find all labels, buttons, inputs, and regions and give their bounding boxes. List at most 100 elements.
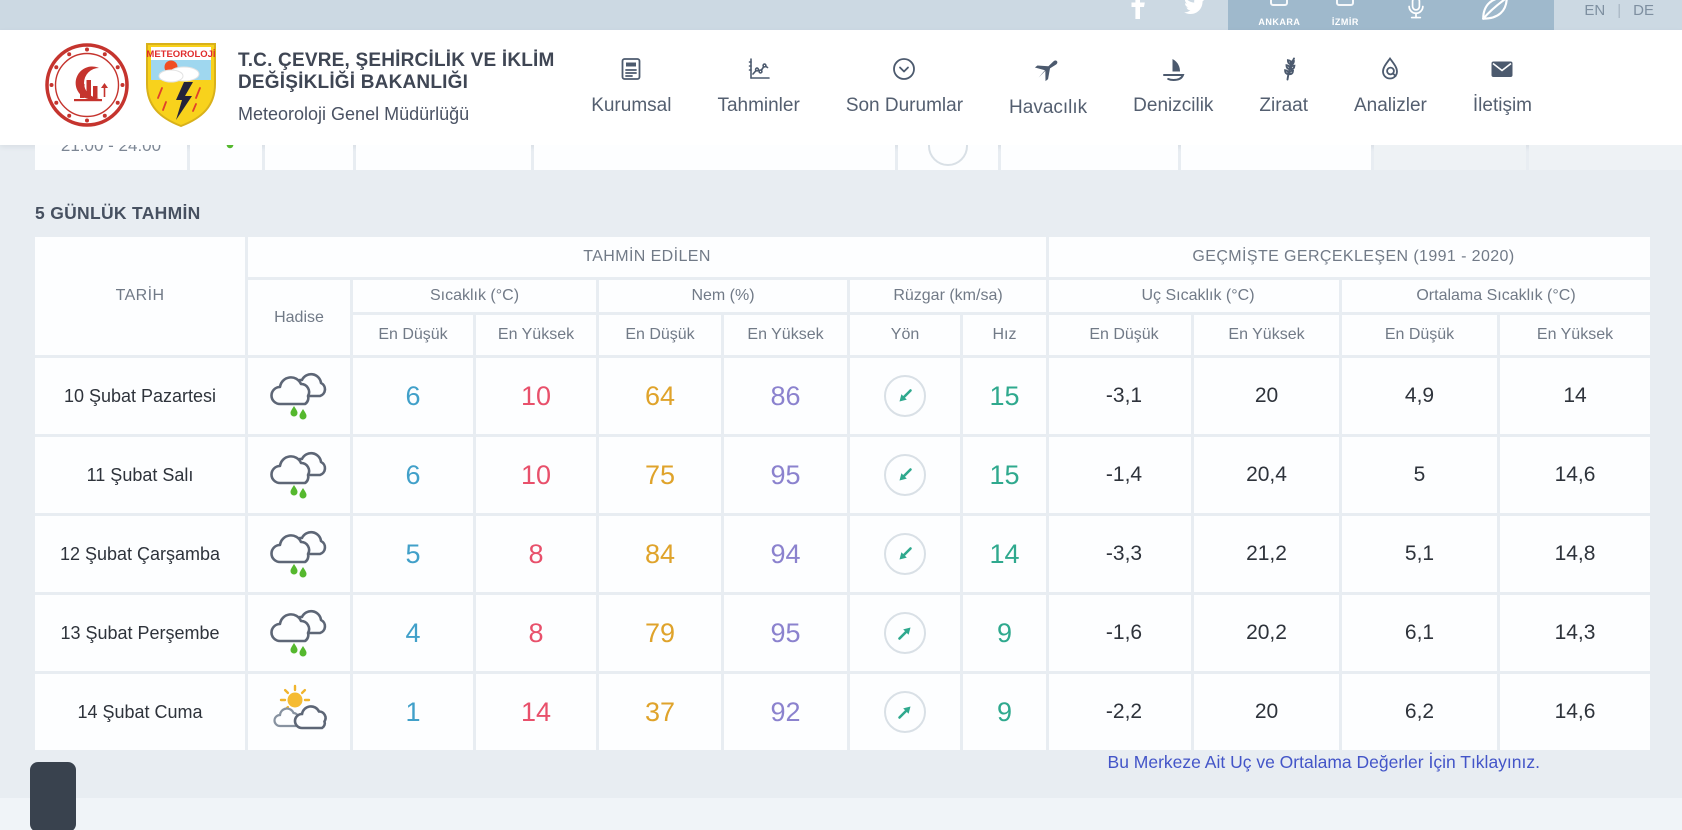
humidity-max-value: 86 <box>724 358 847 434</box>
wind-direction-icon <box>928 145 968 166</box>
city-temp-panel: ANKARA İZMİR <box>1228 0 1555 30</box>
forecast-table: TARİH TAHMİN EDİLEN GEÇMİŞTE GERÇEKLEŞEN… <box>32 234 1653 753</box>
weather-icon-cell <box>248 358 350 434</box>
nav-item-analizler[interactable]: Analizler <box>1354 56 1427 119</box>
date-cell: 13 Şubat Perşembe <box>35 595 245 671</box>
extremes-link[interactable]: Bu Merkeze Ait Uç ve Ortalama Değerler İ… <box>1107 752 1540 772</box>
weather-icon-cell <box>248 516 350 592</box>
language-switcher: EN | DE <box>1584 0 1654 19</box>
wind-direction-cell <box>850 595 960 671</box>
nav-label: Denizcilik <box>1133 95 1214 116</box>
airplane-icon <box>1034 56 1062 84</box>
column-header-max: En Yüksek <box>1500 315 1650 355</box>
nav-label: Son Durumlar <box>845 95 964 116</box>
temp-min-value: 5 <box>353 516 473 592</box>
wind-direction-icon <box>884 612 926 654</box>
average-max-value: 14,3 <box>1500 595 1650 671</box>
city-name: İZMİR <box>1331 17 1359 27</box>
forecast-row: 12 Şubat Çarşamba 5 8 84 94 14 -3,3 21,2… <box>35 516 1650 592</box>
average-max-value: 14,6 <box>1500 437 1650 513</box>
column-header-tarih: TARİH <box>35 237 245 355</box>
lang-separator: | <box>1617 2 1622 19</box>
nav-item-son-durumlar[interactable]: Son Durumlar <box>846 56 963 119</box>
temp-max-value: 14 <box>476 674 596 750</box>
humidity-max-value: 95 <box>724 595 847 671</box>
average-min-value: 5 <box>1342 437 1497 513</box>
hourly-weather-cell <box>190 145 262 170</box>
extreme-max-value: 20 <box>1194 674 1339 750</box>
average-min-value: 6,2 <box>1342 674 1497 750</box>
chart-icon <box>746 56 772 82</box>
leaf-icon[interactable] <box>1480 0 1510 27</box>
wind-direction-icon <box>884 691 926 733</box>
city-name: ANKARA <box>1258 17 1301 27</box>
forecast-row: 11 Şubat Salı 6 10 75 95 15 -1,4 20,4 5 … <box>35 437 1650 513</box>
temp-min-value: 6 <box>353 437 473 513</box>
average-min-value: 5,1 <box>1342 516 1497 592</box>
date-cell: 11 Şubat Salı <box>35 437 245 513</box>
temp-max-value: 10 <box>476 437 596 513</box>
logo-label: METEOROLOJİ <box>146 49 215 60</box>
facebook-icon[interactable] <box>1130 0 1146 24</box>
nav-item-ziraat[interactable]: Ziraat <box>1259 56 1308 119</box>
nav-label: Ziraat <box>1259 95 1308 116</box>
average-max-value: 14,8 <box>1500 516 1650 592</box>
subgroup-average-temp: Ortalama Sıcaklık (°C) <box>1342 280 1650 312</box>
temp-max-value: 8 <box>476 516 596 592</box>
forecast-row: 13 Şubat Perşembe 4 8 79 95 9 -1,6 20,2 … <box>35 595 1650 671</box>
lang-de[interactable]: DE <box>1633 2 1654 19</box>
hourly-time: 21:00 - 24:00 <box>60 145 162 155</box>
wind-speed-value: 15 <box>963 358 1046 434</box>
rain-cloud-icon <box>270 609 327 656</box>
lang-en[interactable]: EN <box>1584 2 1606 19</box>
clipboard-icon <box>618 56 644 82</box>
column-header-hadise: Hadise <box>248 280 350 355</box>
group-header-past: GEÇMİŞTE GERÇEKLEŞEN (1991 - 2020) <box>1049 237 1650 277</box>
wind-speed-value: 14 <box>963 516 1046 592</box>
column-header-min: En Düşük <box>1049 315 1191 355</box>
wind-direction-cell <box>850 516 960 592</box>
humidity-min-value: 84 <box>599 516 721 592</box>
site-header: METEOROLOJİ T.C. ÇEVRE, ŞEHİRCİLİK VE İK… <box>0 30 1682 145</box>
nav-item-iletisim[interactable]: İletişim <box>1473 56 1532 119</box>
temp-min-value: 1 <box>353 674 473 750</box>
city-widget-izmir[interactable]: İZMİR <box>1312 0 1378 30</box>
wind-speed-value: 9 <box>963 674 1046 750</box>
rain-cloud-icon <box>270 372 327 419</box>
average-min-value: 6,1 <box>1342 595 1497 671</box>
weather-icon-cell <box>248 437 350 513</box>
subgroup-humidity: Nem (%) <box>599 280 847 312</box>
humidity-min-value: 64 <box>599 358 721 434</box>
city-weather-icon <box>1270 0 1289 6</box>
ministry-title: T.C. ÇEVRE, ŞEHİRCİLİK VE İKLİM DEĞİŞİKL… <box>238 50 555 93</box>
status-clock-icon <box>891 56 917 82</box>
nav-item-havacilik[interactable]: Havacılık <box>1009 56 1087 119</box>
wind-direction-icon <box>884 454 926 496</box>
date-cell: 12 Şubat Çarşamba <box>35 516 245 592</box>
weather-icon-cell <box>248 595 350 671</box>
humidity-min-value: 79 <box>599 595 721 671</box>
meteorology-logo: METEOROLOJİ <box>144 40 218 135</box>
microphone-icon[interactable] <box>1404 0 1428 29</box>
temp-max-value: 8 <box>476 595 596 671</box>
nav-item-denizcilik[interactable]: Denizcilik <box>1133 56 1213 119</box>
nav-item-tahminler[interactable]: Tahminler <box>717 56 800 119</box>
topbar: ANKARA İZMİR EN | DE <box>0 0 1682 30</box>
column-header-min: En Düşük <box>1342 315 1497 355</box>
nav-label: İletişim <box>1472 95 1532 116</box>
average-max-value: 14,6 <box>1500 674 1650 750</box>
temp-max-value: 10 <box>476 358 596 434</box>
city-widget-ankara[interactable]: ANKARA <box>1246 0 1312 30</box>
nav-label: Analizler <box>1354 95 1427 116</box>
rain-drops-icon <box>215 145 237 160</box>
humidity-max-value: 94 <box>724 516 847 592</box>
extreme-min-value: -1,6 <box>1049 595 1191 671</box>
twitter-icon[interactable] <box>1180 0 1206 24</box>
humidity-max-value: 95 <box>724 437 847 513</box>
organization-subtitle: Meteoroloji Genel Müdürlüğü <box>238 104 470 124</box>
extreme-min-value: -2,2 <box>1049 674 1191 750</box>
nav-label: Tahminler <box>717 95 800 116</box>
column-header-max: En Yüksek <box>1194 315 1339 355</box>
nav-item-kurumsal[interactable]: Kurumsal <box>591 56 671 119</box>
column-header-hiz: Hız <box>963 315 1046 355</box>
